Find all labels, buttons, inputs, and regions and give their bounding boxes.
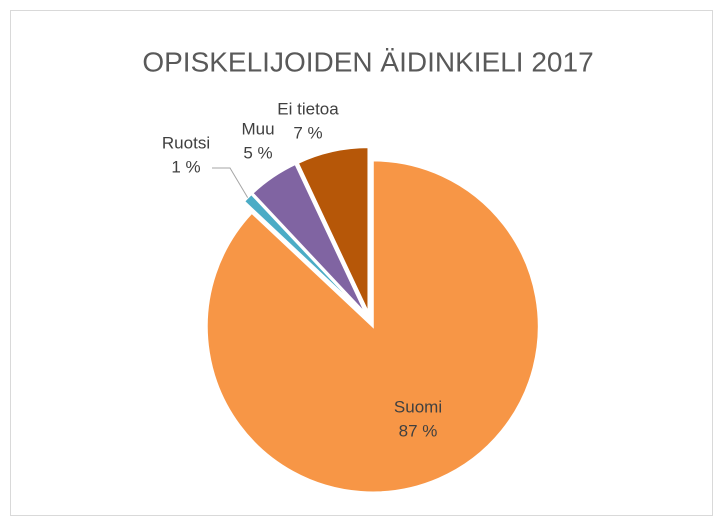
leader-line [212,167,249,198]
slice-value-label: 1 % [171,157,200,176]
slice-label: Ei tietoa [277,99,339,118]
slice-value-label: 7 % [293,123,322,142]
pie-slice [205,159,540,494]
pie-slice [251,162,367,315]
slice-label: Muu [241,119,274,138]
pie-slice [296,146,370,314]
slice-value-label: 5 % [243,143,272,162]
slice-label: Ruotsi [162,133,210,152]
chart-title: OPISKELIJOIDEN ÄIDINKIELI 2017 [142,46,593,77]
slice-label: Suomi [394,397,442,416]
slice-value-label: 87 % [399,421,438,440]
